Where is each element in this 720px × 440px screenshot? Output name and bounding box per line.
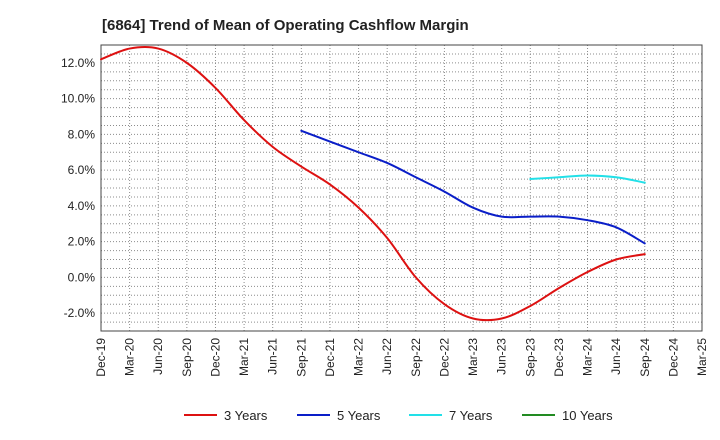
x-tick-label: Jun-23 (495, 338, 509, 375)
x-tick-label: Jun-22 (380, 338, 394, 375)
x-tick-label: Dec-19 (94, 338, 108, 377)
x-tick-label: Mar-20 (123, 338, 137, 376)
y-tick-label: 8.0% (68, 127, 96, 141)
x-tick-label: Mar-22 (352, 338, 366, 376)
series-line-7-years (529, 174, 646, 184)
series-line-3-years (100, 46, 646, 322)
y-tick-label: -2.0% (64, 306, 96, 320)
x-tick-label: Sep-21 (294, 338, 308, 377)
x-tick-label: Dec-21 (323, 338, 337, 377)
x-tick-label: Sep-23 (523, 338, 537, 377)
y-tick-label: 4.0% (68, 199, 96, 213)
x-tick-label: Jun-20 (151, 338, 165, 375)
y-tick-label: 10.0% (61, 92, 95, 106)
legend-label-7-years: 7 Years (449, 408, 493, 423)
x-tick-label: Jun-21 (266, 338, 280, 375)
y-tick-label: 6.0% (68, 163, 96, 177)
plot-area-frame (100, 44, 703, 332)
y-tick-label: 12.0% (61, 56, 95, 70)
x-tick-label: Sep-20 (180, 338, 194, 377)
x-tick-label: Mar-24 (581, 338, 595, 376)
x-tick-label: Mar-23 (466, 338, 480, 376)
x-tick-label: Mar-21 (237, 338, 251, 376)
legend-label-10-years: 10 Years (562, 408, 613, 423)
x-tick-label: Sep-22 (409, 338, 423, 377)
legend-label-3-years: 3 Years (224, 408, 268, 423)
chart-title: [6864] Trend of Mean of Operating Cashfl… (102, 17, 469, 34)
y-tick-label: 2.0% (68, 235, 96, 249)
x-tick-label: Sep-24 (638, 338, 652, 377)
x-tick-label: Dec-20 (208, 338, 222, 377)
x-tick-label: Jun-24 (609, 338, 623, 375)
legend-label-5-years: 5 Years (337, 408, 381, 423)
x-tick-label: Dec-24 (666, 338, 680, 377)
y-tick-label: 0.0% (68, 270, 96, 284)
x-tick-label: Mar-25 (695, 338, 709, 376)
x-tick-label: Dec-23 (552, 338, 566, 377)
x-tick-label: Dec-22 (437, 338, 451, 377)
series-line-5-years (300, 129, 646, 245)
